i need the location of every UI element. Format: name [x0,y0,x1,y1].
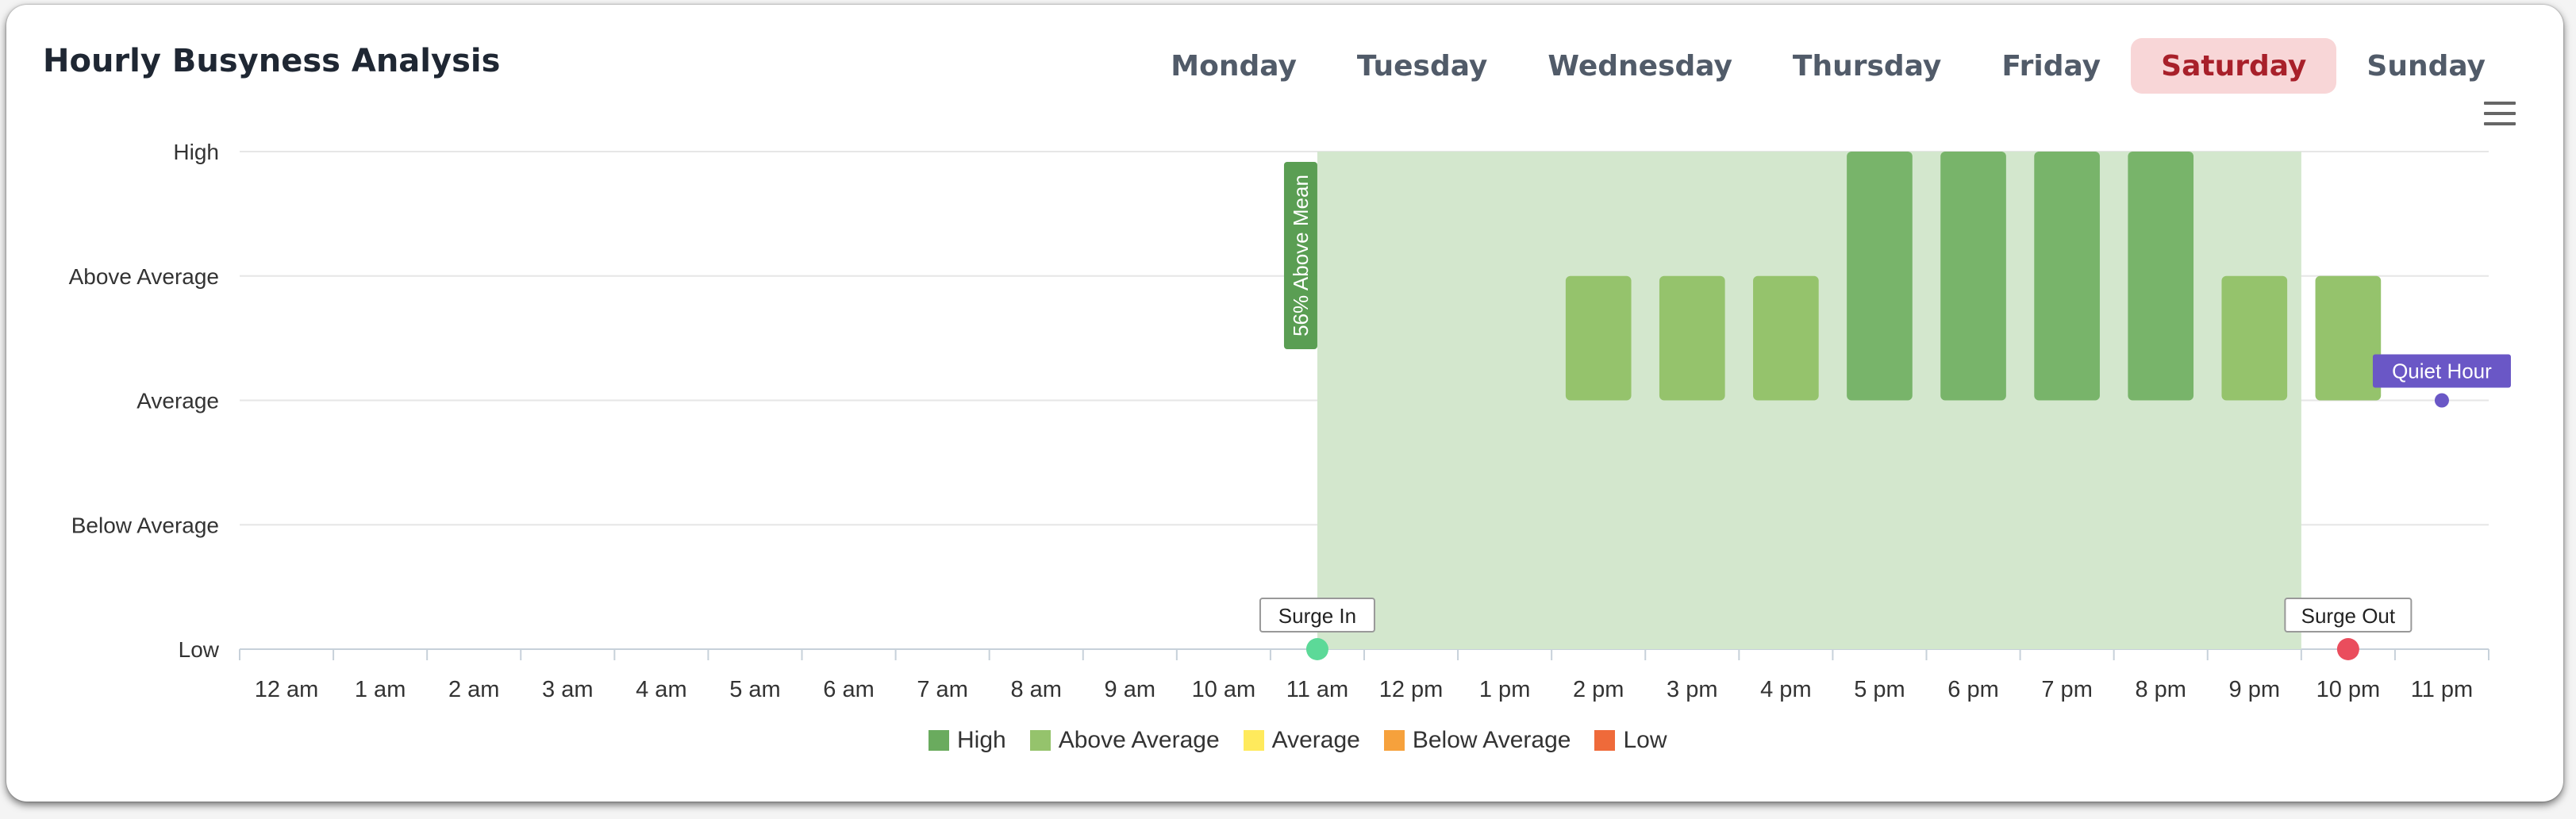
marker-label-box [2372,354,2511,388]
day-tabs: Monday Tuesday Wednesday Thursday Friday… [1140,38,2516,94]
tab-friday[interactable]: Friday [2001,49,2101,83]
surge-band-label: 56% Above Mean [1289,175,1313,336]
marker-point [2336,638,2359,660]
marker-label-box [1259,598,1375,633]
x-tick-label: 7 am [917,677,967,702]
y-tick-label: Above Average [69,264,219,289]
x-tick-label: 8 pm [2135,677,2186,702]
legend-item-high[interactable]: High [929,727,1006,754]
hamburger-menu-icon[interactable] [2484,102,2516,127]
tab-wednesday[interactable]: Wednesday [1548,49,1732,83]
x-tick-label: 10 am [1192,677,1256,702]
tab-thursday[interactable]: Thursday [1792,49,1942,83]
marker-point [2434,393,2449,408]
marker-label: Surge In [1278,604,1356,628]
legend-swatch-low [1594,730,1616,751]
marker-label: Quiet Hour [2392,360,2492,383]
x-tick-label: 12 pm [1379,677,1444,702]
bar [2034,152,2100,401]
x-tick-label: 2 am [448,677,499,702]
tab-saturday[interactable]: Saturday [2131,38,2337,94]
tab-tuesday[interactable]: Tuesday [1356,49,1488,83]
surge-band-label-box [1283,162,1317,349]
y-tick-label: Low [179,637,220,662]
x-tick-label: 8 am [1010,677,1061,702]
x-tick-label: 11 pm [2411,677,2473,702]
legend-item-above-average[interactable]: Above Average [1029,727,1220,754]
marker-label: Surge Out [2301,604,2396,628]
legend-swatch-average [1243,730,1264,751]
marker-label-box [2284,598,2413,633]
x-tick-label: 3 am [542,677,593,702]
legend-swatch-high [929,730,949,751]
tab-monday[interactable]: Monday [1171,49,1297,83]
x-tick-label: 3 pm [1667,677,1717,702]
legend-label-average: Average [1271,727,1360,753]
x-tick-label: 5 pm [1854,677,1905,702]
legend-swatch-below-average [1383,730,1405,751]
x-tick-label: 9 pm [2229,677,2280,702]
legend-item-low[interactable]: Low [1594,727,1667,754]
bar [2128,152,2194,401]
bar [1940,152,2006,401]
bar [1659,275,1725,401]
x-tick-label: 1 pm [1479,677,1530,702]
x-tick-label: 4 am [636,677,686,702]
chart-legend: High Above Average Average Below Average… [929,727,1691,754]
y-tick-label: Average [136,389,219,413]
tab-sunday[interactable]: Sunday [2366,49,2486,83]
x-tick-label: 1 am [355,677,406,702]
legend-label-below-average: Below Average [1412,727,1571,753]
legend-item-average[interactable]: Average [1243,727,1360,754]
x-tick-label: 12 am [255,677,319,702]
bar [1753,275,1819,401]
page-title: Hourly Busyness Analysis [43,43,501,79]
x-tick-label: 4 pm [1760,677,1811,702]
legend-label-high: High [957,727,1006,753]
legend-label-low: Low [1623,727,1667,753]
x-tick-label: 6 pm [1947,677,1998,702]
x-tick-label: 10 pm [2316,677,2381,702]
x-tick-label: 2 pm [1573,677,1624,702]
x-tick-label: 5 am [729,677,780,702]
legend-swatch-above-average [1029,730,1051,751]
legend-label-above-average: Above Average [1058,727,1220,753]
x-tick-label: 9 am [1105,677,1155,702]
bar [1565,275,1632,401]
x-tick-label: 7 pm [2041,677,2092,702]
y-tick-label: High [173,140,219,164]
bar [1847,152,1913,401]
marker-point [1305,638,1328,660]
x-tick-label: 6 am [823,677,874,702]
x-tick-label: 11 am [1286,677,1348,702]
bar [2315,275,2382,401]
y-tick-label: Below Average [71,513,219,537]
bar [2221,275,2288,401]
legend-item-below-average[interactable]: Below Average [1383,727,1571,754]
